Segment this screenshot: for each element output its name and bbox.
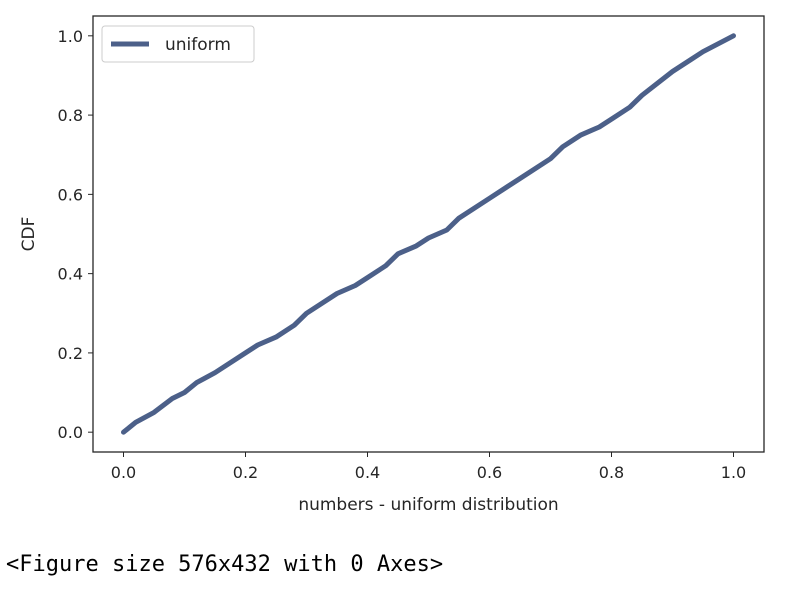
x-tick-label: 0.2 — [233, 463, 258, 482]
plot-area — [121, 33, 736, 435]
x-axis-label: numbers - uniform distribution — [298, 495, 558, 515]
x-tick-label: 0.8 — [599, 463, 624, 482]
y-axis-ticks: 0.0 0.2 0.4 0.6 0.8 1.0 — [58, 27, 93, 442]
y-axis-label: CDF — [19, 217, 39, 252]
legend: uniform — [101, 25, 255, 63]
y-tick-label: 0.6 — [58, 185, 83, 204]
x-tick-label: 0.4 — [355, 463, 380, 482]
figure-output-text: <Figure size 576x432 with 0 Axes> — [6, 552, 444, 577]
y-tick-label: 0.4 — [58, 265, 83, 284]
series-line-uniform — [121, 33, 736, 435]
x-tick-label: 1.0 — [721, 463, 746, 482]
x-tick-label: 0.0 — [111, 463, 136, 482]
y-tick-label: 0.2 — [58, 344, 83, 363]
legend-label-uniform: uniform — [165, 35, 231, 55]
x-axis-ticks: 0.0 0.2 0.4 0.6 0.8 1.0 — [111, 452, 746, 482]
y-tick-label: 1.0 — [58, 27, 83, 46]
legend-box — [101, 25, 255, 63]
axes-frame — [92, 15, 765, 453]
cdf-chart: 0.0 0.2 0.4 0.6 0.8 1.0 0.0 0.2 0.4 0.6 0.8 1.0 nu… — [19, 15, 765, 515]
y-tick-label: 0.0 — [58, 423, 83, 442]
x-tick-label: 0.6 — [477, 463, 502, 482]
y-tick-label: 0.8 — [58, 106, 83, 125]
